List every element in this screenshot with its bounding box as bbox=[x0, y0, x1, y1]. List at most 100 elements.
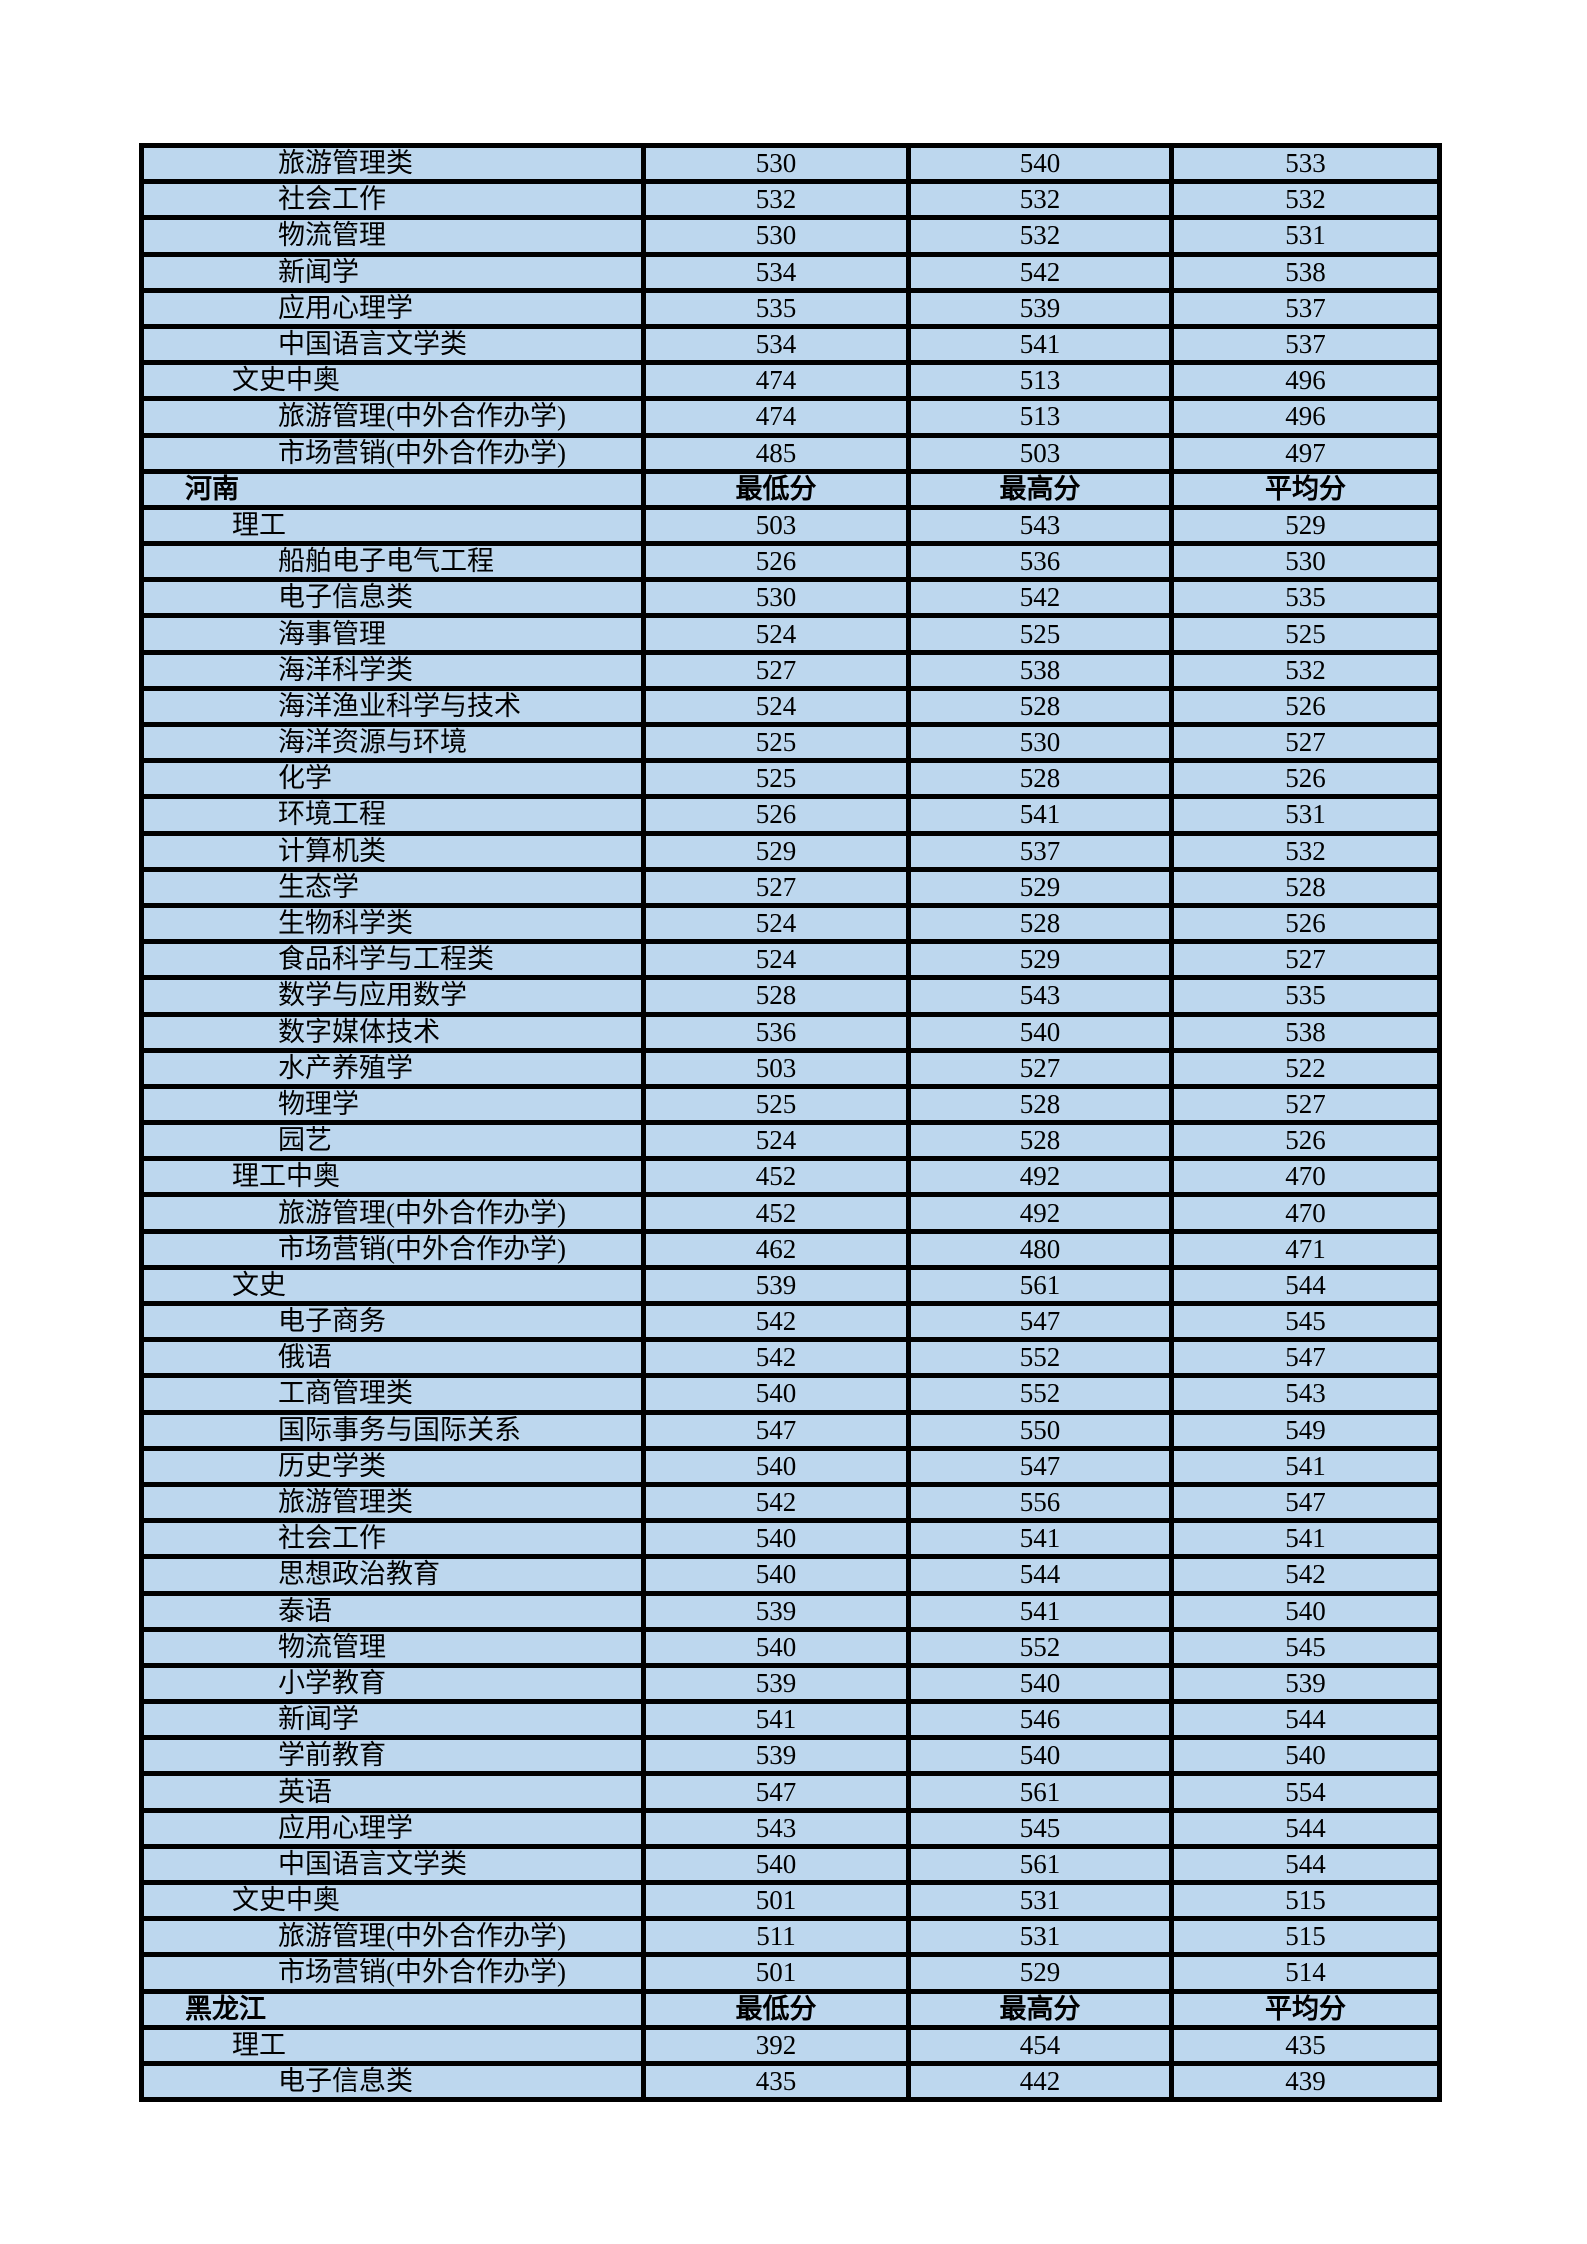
category-row: 理工中奥 452 492 470 bbox=[139, 1156, 1442, 1198]
program-name-cell: 船舶电子电气工程 bbox=[139, 541, 646, 583]
min-score-cell: 543 bbox=[641, 1807, 911, 1849]
min-score-cell: 526 bbox=[641, 541, 911, 583]
min-score-cell: 524 bbox=[641, 1120, 911, 1162]
min-score-cell: 452 bbox=[641, 1192, 911, 1234]
program-name-cell: 海事管理 bbox=[139, 613, 646, 655]
min-score-cell: 529 bbox=[641, 830, 911, 872]
program-name-cell: 旅游管理(中外合作办学) bbox=[139, 1916, 646, 1958]
program-name-cell: 应用心理学 bbox=[139, 1807, 646, 1849]
avg-score-cell: 526 bbox=[1169, 758, 1442, 800]
program-row: 计算机类 529 537 532 bbox=[139, 830, 1442, 872]
avg-score-cell: 538 bbox=[1169, 251, 1442, 293]
program-name-cell: 生物科学类 bbox=[139, 902, 646, 945]
program-name-cell: 海洋渔业科学与技术 bbox=[139, 685, 646, 728]
min-score-cell: 542 bbox=[641, 1481, 911, 1524]
avg-score-cell: 541 bbox=[1169, 1518, 1442, 1560]
avg-score-header-cell: 平均分 bbox=[1169, 1988, 1442, 2030]
program-name-cell: 思想政治教育 bbox=[139, 1554, 646, 1596]
program-row: 旅游管理(中外合作办学) 474 513 496 bbox=[139, 396, 1442, 438]
min-score-cell: 541 bbox=[641, 1699, 911, 1741]
max-score-cell: 541 bbox=[906, 323, 1174, 366]
avg-score-cell: 525 bbox=[1169, 613, 1442, 655]
max-score-cell: 529 bbox=[906, 939, 1174, 981]
program-row: 海洋渔业科学与技术 524 528 526 bbox=[139, 685, 1442, 728]
max-score-cell: 528 bbox=[906, 1120, 1174, 1162]
avg-score-cell: 529 bbox=[1169, 504, 1442, 547]
max-score-cell: 531 bbox=[906, 1879, 1174, 1922]
min-score-cell: 392 bbox=[641, 2024, 911, 2066]
avg-score-cell: 471 bbox=[1169, 1228, 1442, 1270]
max-score-cell: 539 bbox=[906, 287, 1174, 329]
min-score-cell: 524 bbox=[641, 902, 911, 945]
program-name-cell: 旅游管理(中外合作办学) bbox=[139, 1192, 646, 1234]
program-name-cell: 数字媒体技术 bbox=[139, 1011, 646, 1053]
max-score-cell: 528 bbox=[906, 758, 1174, 800]
avg-score-cell: 544 bbox=[1169, 1807, 1442, 1849]
program-name-cell: 市场营销(中外合作办学) bbox=[139, 1952, 646, 1994]
program-name-cell: 小学教育 bbox=[139, 1662, 646, 1705]
min-score-cell: 528 bbox=[641, 975, 911, 1017]
program-name-cell: 海洋科学类 bbox=[139, 649, 646, 691]
program-name-cell: 物流管理 bbox=[139, 1626, 646, 1668]
category-name-cell: 文史 bbox=[139, 1264, 646, 1307]
max-score-cell: 550 bbox=[906, 1409, 1174, 1451]
program-row: 船舶电子电气工程 526 536 530 bbox=[139, 541, 1442, 583]
admission-score-table: 旅游管理类 530 540 533 社会工作 532 532 532 物流管理 530 532 531… bbox=[139, 142, 1442, 2103]
program-row: 小学教育 539 540 539 bbox=[139, 1662, 1442, 1705]
program-name-cell: 食品科学与工程类 bbox=[139, 939, 646, 981]
avg-score-cell: 544 bbox=[1169, 1699, 1442, 1741]
score-table-body: 旅游管理类 530 540 533 社会工作 532 532 532 物流管理 530 532 531… bbox=[139, 142, 1442, 2103]
program-row: 物理学 525 528 527 bbox=[139, 1083, 1442, 1126]
max-score-cell: 528 bbox=[906, 1083, 1174, 1126]
min-score-cell: 547 bbox=[641, 1409, 911, 1451]
min-score-cell: 542 bbox=[641, 1300, 911, 1343]
avg-score-cell: 545 bbox=[1169, 1300, 1442, 1343]
max-score-cell: 552 bbox=[906, 1373, 1174, 1415]
avg-score-header-cell: 平均分 bbox=[1169, 468, 1442, 510]
min-score-cell: 435 bbox=[641, 2060, 911, 2103]
avg-score-cell: 538 bbox=[1169, 1011, 1442, 1053]
program-row: 电子信息类 530 542 535 bbox=[139, 577, 1442, 619]
program-name-cell: 新闻学 bbox=[139, 1699, 646, 1741]
min-score-cell: 474 bbox=[641, 396, 911, 438]
max-score-cell: 561 bbox=[906, 1771, 1174, 1813]
max-score-cell: 513 bbox=[906, 396, 1174, 438]
avg-score-cell: 530 bbox=[1169, 541, 1442, 583]
category-row: 文史 539 561 544 bbox=[139, 1264, 1442, 1307]
max-score-cell: 442 bbox=[906, 2060, 1174, 2103]
max-score-cell: 556 bbox=[906, 1481, 1174, 1524]
program-name-cell: 物理学 bbox=[139, 1083, 646, 1126]
avg-score-cell: 470 bbox=[1169, 1192, 1442, 1234]
program-name-cell: 旅游管理(中外合作办学) bbox=[139, 396, 646, 438]
program-row: 应用心理学 543 545 544 bbox=[139, 1807, 1442, 1849]
avg-score-cell: 544 bbox=[1169, 1843, 1442, 1886]
min-score-cell: 532 bbox=[641, 179, 911, 221]
min-score-cell: 530 bbox=[641, 142, 911, 185]
min-score-cell: 540 bbox=[641, 1626, 911, 1668]
max-score-cell: 503 bbox=[906, 432, 1174, 474]
max-score-cell: 492 bbox=[906, 1156, 1174, 1198]
min-score-cell: 525 bbox=[641, 721, 911, 764]
avg-score-cell: 526 bbox=[1169, 685, 1442, 728]
max-score-cell: 547 bbox=[906, 1300, 1174, 1343]
avg-score-cell: 540 bbox=[1169, 1735, 1442, 1777]
avg-score-cell: 515 bbox=[1169, 1879, 1442, 1922]
max-score-cell: 532 bbox=[906, 215, 1174, 257]
program-row: 新闻学 534 542 538 bbox=[139, 251, 1442, 293]
min-score-cell: 540 bbox=[641, 1843, 911, 1886]
max-score-cell: 543 bbox=[906, 504, 1174, 547]
max-score-cell: 540 bbox=[906, 1011, 1174, 1053]
max-score-cell: 540 bbox=[906, 1662, 1174, 1705]
min-score-cell: 524 bbox=[641, 685, 911, 728]
avg-score-cell: 497 bbox=[1169, 432, 1442, 474]
avg-score-cell: 531 bbox=[1169, 794, 1442, 836]
program-row: 英语 547 561 554 bbox=[139, 1771, 1442, 1813]
avg-score-cell: 535 bbox=[1169, 975, 1442, 1017]
min-score-cell: 530 bbox=[641, 215, 911, 257]
category-row: 文史中奥 501 531 515 bbox=[139, 1879, 1442, 1922]
min-score-cell: 547 bbox=[641, 1771, 911, 1813]
avg-score-cell: 439 bbox=[1169, 2060, 1442, 2103]
avg-score-cell: 527 bbox=[1169, 1083, 1442, 1126]
program-row: 旅游管理(中外合作办学) 511 531 515 bbox=[139, 1916, 1442, 1958]
